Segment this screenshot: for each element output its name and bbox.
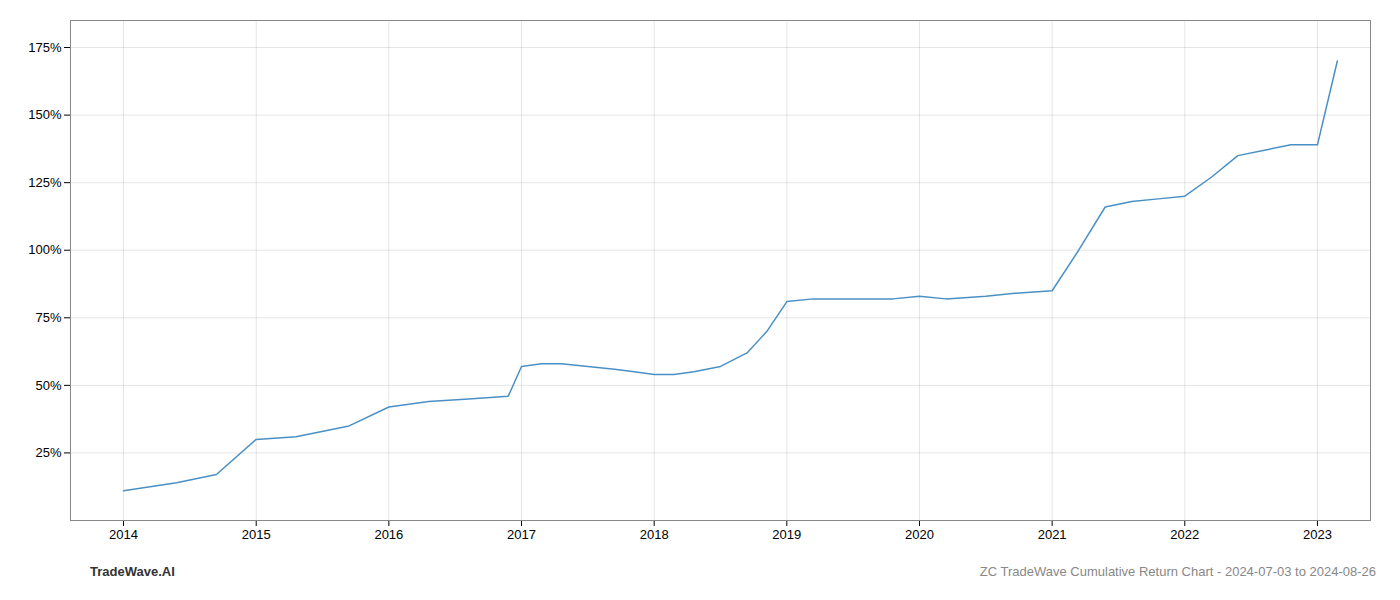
svg-text:50%: 50% (35, 378, 61, 393)
html-text:ZC TradeWave Cumulative Return: ZC TradeWave Cumulative Return Chart - 2… (979, 564, 1376, 579)
svg-text:125%: 125% (28, 175, 62, 190)
svg-text:2019: 2019 (772, 527, 801, 542)
svg-text:25%: 25% (35, 445, 61, 460)
svg-text:2016: 2016 (374, 527, 403, 542)
svg-text:2014: 2014 (109, 527, 138, 542)
svg-text:175%: 175% (28, 40, 62, 55)
svg-text:75%: 75% (35, 310, 61, 325)
svg-text:2021: 2021 (1038, 527, 1067, 542)
svg-text:2020: 2020 (905, 527, 934, 542)
svg-text:2022: 2022 (1170, 527, 1199, 542)
svg-text:2015: 2015 (242, 527, 271, 542)
svg-text:2017: 2017 (507, 527, 536, 542)
svg-text:2023: 2023 (1303, 527, 1332, 542)
html-text:TradeWave.AI: TradeWave.AI (90, 564, 175, 579)
svg-text:2018: 2018 (640, 527, 669, 542)
svg-text:150%: 150% (28, 107, 62, 122)
svg-text:100%: 100% (28, 242, 62, 257)
